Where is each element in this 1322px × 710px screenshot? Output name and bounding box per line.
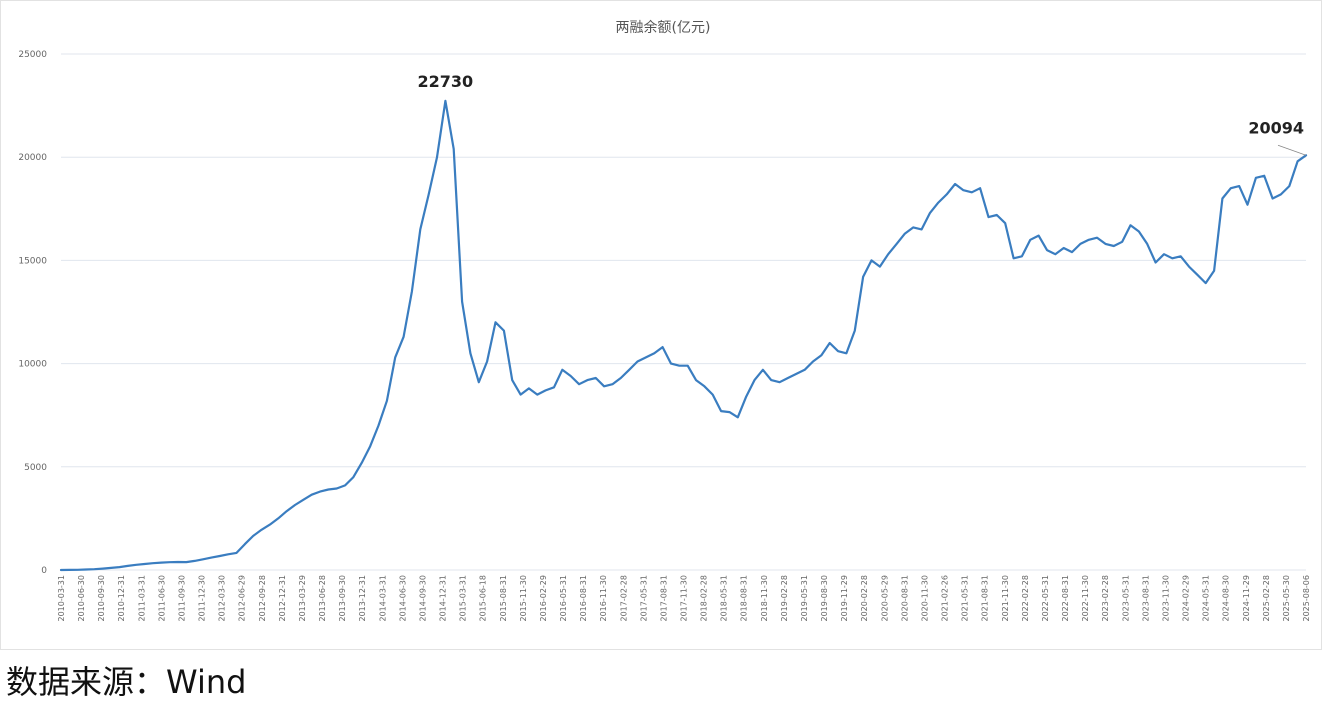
x-tick-label: 2022-08-31 [1061, 575, 1070, 622]
x-tick-label: 2013-12-31 [358, 575, 367, 622]
annotations: 22730 20094 [418, 72, 1307, 156]
x-tick-label: 2023-11-30 [1161, 575, 1170, 622]
y-tick-label: 0 [41, 566, 47, 576]
x-tick-label: 2022-11-30 [1081, 575, 1090, 622]
x-tick-label: 2023-02-28 [1101, 575, 1110, 622]
x-tick-label: 2016-05-31 [559, 575, 568, 622]
peak-annotation: 22730 [418, 72, 474, 91]
x-tick-label: 2015-03-31 [459, 575, 468, 622]
x-tick-label: 2013-09-30 [338, 575, 347, 622]
x-tick-label: 2017-08-31 [659, 575, 668, 622]
x-tick-label: 2021-08-31 [981, 575, 990, 622]
x-tick-label: 2016-11-30 [599, 575, 608, 622]
x-tick-label: 2025-02-28 [1262, 575, 1271, 622]
x-tick-label: 2022-05-31 [1041, 575, 1050, 622]
x-tick-label: 2015-11-30 [519, 575, 528, 622]
x-tick-label: 2015-08-31 [499, 575, 508, 622]
x-tick-label: 2019-02-28 [780, 575, 789, 622]
y-tick-label: 10000 [18, 360, 47, 370]
x-tick-label: 2012-09-28 [258, 575, 267, 622]
x-tick-label: 2012-03-30 [218, 575, 227, 622]
last-value-annotation: 20094 [1248, 118, 1304, 137]
x-tick-label: 2019-08-30 [820, 575, 829, 622]
x-tick-label: 2024-08-30 [1222, 575, 1231, 622]
y-tick-label: 25000 [18, 50, 47, 60]
y-tick-label: 20000 [18, 153, 47, 163]
x-axis-ticks: 2010-03-31 2010-06-30 2010-09-30 2010-12-31… [57, 575, 1311, 622]
x-tick-label: 2017-11-30 [680, 575, 689, 622]
x-tick-label: 2019-05-31 [800, 575, 809, 622]
x-tick-label: 2020-05-29 [880, 575, 889, 622]
x-tick-label: 2018-05-31 [720, 575, 729, 622]
x-tick-label: 2014-06-30 [398, 575, 407, 622]
x-tick-label: 2019-11-29 [840, 575, 849, 622]
x-tick-label: 2024-05-31 [1202, 575, 1211, 622]
x-tick-label: 2017-05-31 [639, 575, 648, 622]
x-tick-label: 2018-08-31 [740, 575, 749, 622]
x-tick-label: 2011-03-31 [137, 575, 146, 622]
x-tick-label: 2025-05-30 [1282, 575, 1291, 622]
x-tick-label: 2014-12-31 [439, 575, 448, 622]
x-tick-label: 2022-02-28 [1021, 575, 1030, 622]
x-tick-label: 2021-05-31 [961, 575, 970, 622]
x-tick-label: 2020-11-30 [920, 575, 929, 622]
x-tick-label: 2020-02-28 [860, 575, 869, 622]
series-line [59, 99, 1308, 572]
x-tick-label: 2016-02-29 [539, 575, 548, 622]
x-tick-label: 2010-09-30 [97, 575, 106, 622]
x-tick-label: 2025-08-06 [1302, 575, 1311, 622]
x-tick-label: 2024-02-29 [1182, 575, 1191, 622]
x-tick-label: 2021-11-30 [1001, 575, 1010, 622]
x-tick-label: 2023-08-31 [1141, 575, 1150, 622]
x-tick-label: 2014-09-30 [418, 575, 427, 622]
x-tick-label: 2010-12-31 [117, 575, 126, 622]
x-tick-label: 2024-11-29 [1242, 575, 1251, 622]
x-tick-label: 2015-06-18 [479, 575, 488, 622]
gridlines [61, 53, 1306, 571]
x-tick-label: 2020-08-31 [900, 575, 909, 622]
x-tick-label: 2018-02-28 [700, 575, 709, 622]
x-tick-label: 2011-09-30 [177, 575, 186, 622]
x-tick-label: 2011-06-30 [157, 575, 166, 622]
x-tick-label: 2012-06-29 [238, 575, 247, 622]
source-note: 数据来源：Wind [6, 663, 247, 701]
y-tick-label: 5000 [24, 463, 47, 473]
x-tick-label: 2012-12-31 [278, 575, 287, 622]
chart-frame: 两融余额(亿元) 0 5000 10000 15000 20000 25000 2010-… [0, 0, 1322, 650]
x-tick-label: 2021-02-26 [941, 575, 950, 622]
x-tick-label: 2010-06-30 [77, 575, 86, 622]
x-tick-label: 2013-03-29 [298, 575, 307, 622]
x-tick-label: 2011-12-30 [198, 575, 207, 622]
x-tick-label: 2014-03-31 [378, 575, 387, 622]
y-tick-label: 15000 [18, 256, 47, 266]
annotation-leader [1277, 144, 1307, 156]
x-tick-label: 2017-02-28 [619, 575, 628, 622]
chart-title: 两融余额(亿元) [616, 19, 711, 36]
y-axis-ticks: 0 5000 10000 15000 20000 25000 [18, 50, 47, 576]
x-tick-label: 2018-11-30 [760, 575, 769, 622]
x-tick-label: 2010-03-31 [57, 575, 66, 622]
x-tick-label: 2023-05-31 [1121, 575, 1130, 622]
series-layer [59, 99, 1308, 572]
x-tick-label: 2016-08-31 [579, 575, 588, 622]
x-tick-label: 2013-06-28 [318, 575, 327, 622]
line-chart: 两融余额(亿元) 0 5000 10000 15000 20000 25000 2010-… [18, 19, 1311, 622]
